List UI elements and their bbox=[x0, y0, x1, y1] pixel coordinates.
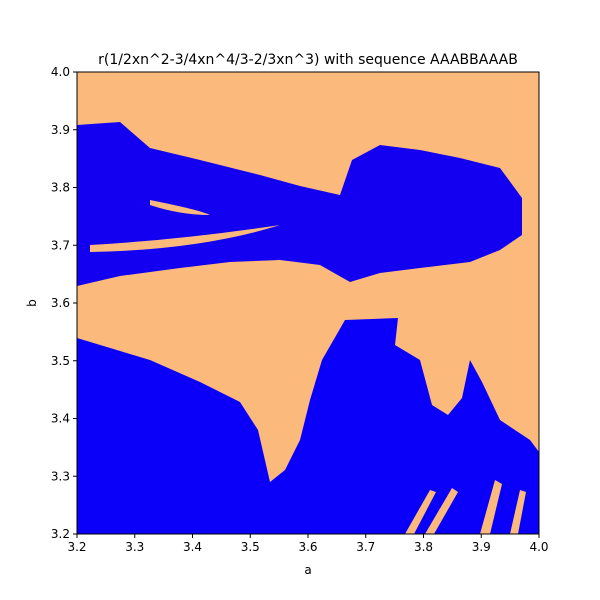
x-axis-label: a bbox=[304, 563, 311, 577]
fractal-image bbox=[77, 72, 539, 534]
y-tick-label: 3.7 bbox=[51, 238, 70, 252]
y-axis-label: b bbox=[25, 299, 39, 307]
x-tick-label: 3.9 bbox=[472, 540, 491, 554]
x-tick-label: 3.7 bbox=[356, 540, 375, 554]
stable-region bbox=[77, 122, 522, 286]
y-tick-label: 3.2 bbox=[51, 527, 70, 541]
y-tick-label: 3.3 bbox=[51, 469, 70, 483]
y-tick-label: 3.8 bbox=[51, 181, 70, 195]
x-tick-label: 3.4 bbox=[183, 540, 202, 554]
unstable-region bbox=[90, 200, 280, 252]
chart-title: r(1/2xn^2-3/4xn^4/3-2/3xn^3) with sequen… bbox=[98, 52, 518, 68]
y-tick-label: 3.4 bbox=[51, 412, 70, 426]
stable-region bbox=[77, 318, 539, 534]
y-tick-label: 3.5 bbox=[51, 354, 70, 368]
y-tick-label: 3.9 bbox=[51, 123, 70, 137]
x-tick-label: 3.3 bbox=[125, 540, 144, 554]
x-tick-label: 3.2 bbox=[67, 540, 86, 554]
unstable-region bbox=[405, 480, 526, 534]
x-tick-label: 4.0 bbox=[529, 540, 548, 554]
x-tick-label: 3.5 bbox=[241, 540, 260, 554]
x-tick-label: 3.8 bbox=[414, 540, 433, 554]
x-tick-label: 3.6 bbox=[298, 540, 317, 554]
y-tick-label: 4.0 bbox=[51, 65, 70, 79]
y-tick-label: 3.6 bbox=[51, 296, 70, 310]
